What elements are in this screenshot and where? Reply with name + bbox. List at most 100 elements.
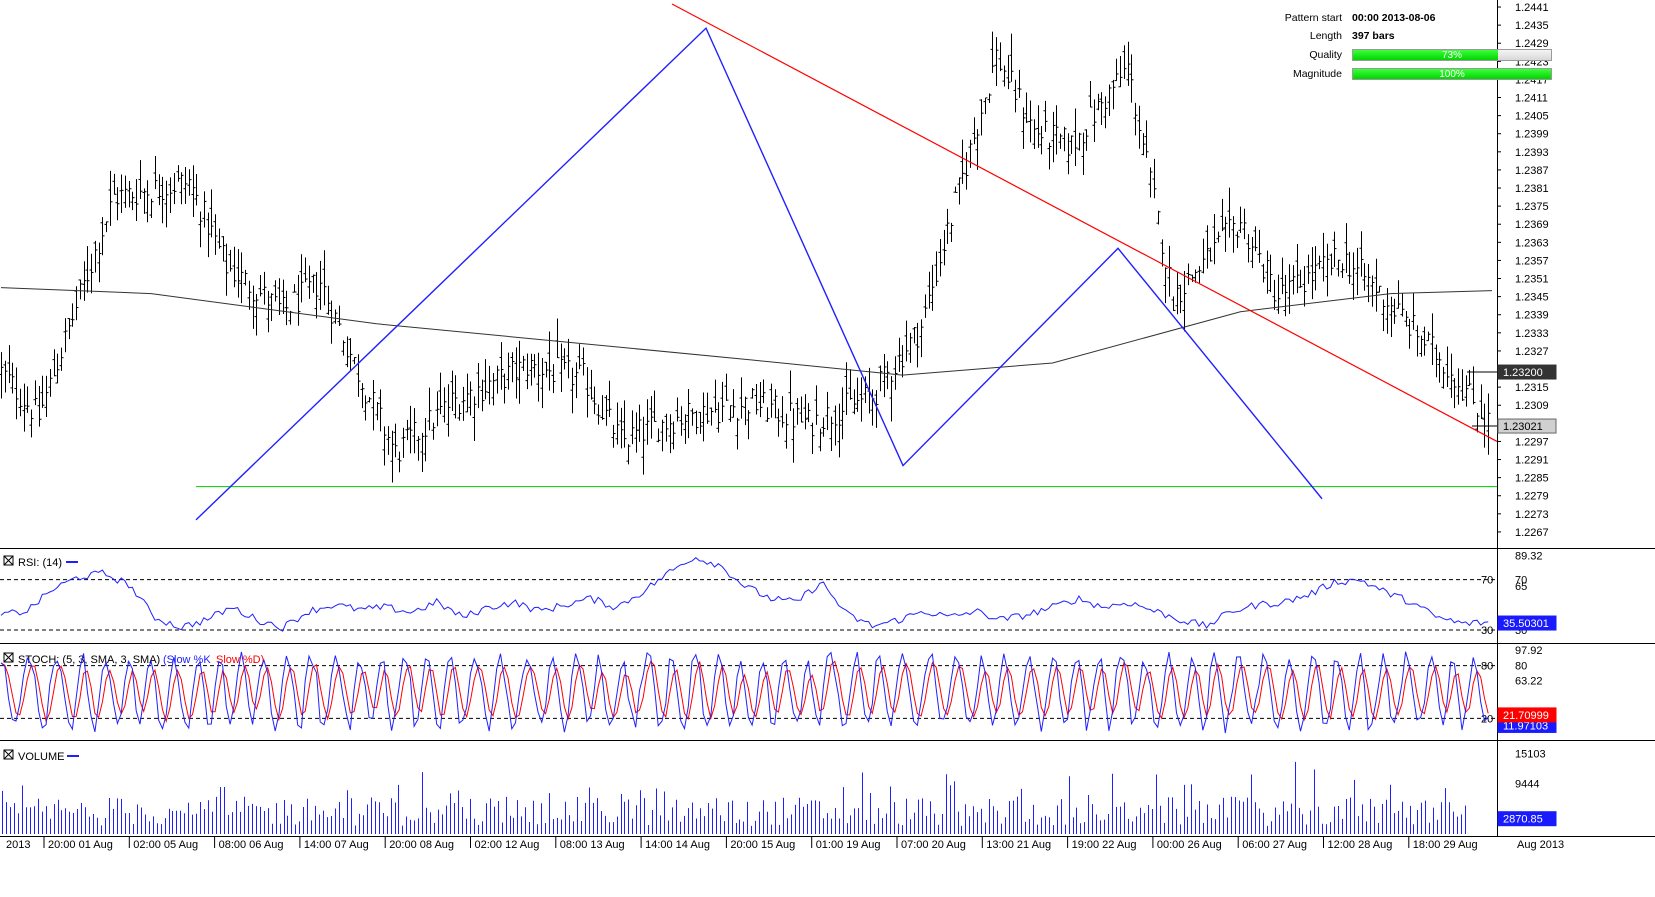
price-y-tick-label: 1.2309	[1515, 400, 1549, 412]
rsi-close-icon	[3, 555, 14, 566]
rsi-line	[0, 557, 1489, 632]
quality-bar: 73%	[1352, 49, 1552, 61]
volume-y-tick-label: 15103	[1515, 748, 1546, 760]
rsi-close-icon-x	[3, 555, 14, 566]
volume-current-label: 2870.85	[1503, 814, 1543, 826]
price-y-tick-label: 1.2393	[1515, 147, 1549, 159]
price-y-tick-label: 1.2351	[1515, 274, 1549, 286]
price-y-tick-label: 1.2327	[1515, 346, 1549, 358]
zigzag-pattern-line	[195, 26, 1323, 521]
price-y-tick-label: 1.2285	[1515, 473, 1549, 485]
quality-bar-fill	[1353, 50, 1498, 60]
rsi-current-label-box	[1497, 615, 1557, 631]
ma-value-label-box	[1497, 364, 1557, 380]
moving-average-line	[0, 287, 1493, 376]
stoch-current-label: 21.70999	[1503, 710, 1549, 722]
price-y-tick-label: 1.2387	[1515, 165, 1549, 177]
price-y-tick-label: 1.2333	[1515, 328, 1549, 340]
panel-frames	[0, 0, 1655, 837]
stoch-level-label-80: 80	[1481, 661, 1493, 673]
price-y-tick-label: 1.2405	[1515, 111, 1549, 123]
volume-panel: VOLUME 15103 9444 2870.85	[2, 748, 1557, 834]
volume-close-icon	[3, 749, 14, 760]
rsi-y-tick-label: 70	[1515, 575, 1527, 587]
length-value: 397 bars	[1352, 30, 1395, 42]
rsi-y-tick-label: 65	[1515, 581, 1527, 593]
stoch-title: STOCH: (5, 3, SMA, 3, SMA)	[18, 654, 160, 666]
x-tick-label: 14:00 07 Aug	[304, 839, 369, 851]
volume-y-tick-label: 9444	[1515, 779, 1539, 791]
stoch-current-label-box	[1497, 707, 1557, 723]
rsi-level-label-30: 30	[1481, 625, 1493, 637]
stoch-slow-d-line	[0, 660, 1489, 723]
x-tick-label: 07:00 20 Aug	[901, 839, 966, 851]
price-y-tick-label: 1.2315	[1515, 382, 1549, 394]
rsi-title: RSI: (14)	[18, 557, 62, 569]
stoch-y-tick-label: 63.22	[1515, 675, 1543, 687]
price-y-tick-label: 1.2441	[1515, 2, 1549, 14]
price-y-tick-label: 1.2381	[1515, 183, 1549, 195]
length-label: Length	[1309, 30, 1342, 42]
x-tick-label: 02:00 12 Aug	[475, 839, 540, 851]
stoch-y-tick-label: 97.92	[1515, 645, 1543, 657]
quality-value: 73%	[1441, 50, 1462, 61]
stoch-close-icon	[3, 652, 14, 663]
price-y-tick-label: 1.2297	[1515, 436, 1549, 448]
stoch-y-tick-label: 80	[1515, 661, 1527, 673]
price-y-tick-label: 1.2363	[1515, 237, 1549, 249]
x-tick-label: 12:00 28 Aug	[1328, 839, 1393, 851]
volume-current-label-box	[1497, 811, 1557, 827]
price-y-tick-label: 1.2345	[1515, 292, 1549, 304]
price-y-tick-label: 1.2429	[1515, 38, 1549, 50]
rsi-current-label: 35.50301	[1503, 618, 1549, 630]
x-tick-label: 20:00 01 Aug	[48, 839, 113, 851]
stoch-panel: STOCH: (5, 3, SMA, 3, SMA) (Slow %K Slow %…	[0, 645, 1557, 734]
x-tick-label: 20:00 08 Aug	[389, 839, 454, 851]
resistance-line	[671, 3, 1498, 442]
axis-labels: 2013 20:00 01 Aug 02:00 05 Aug 08:00 06 Aug…	[6, 836, 1564, 851]
price-y-tick-label: 1.2369	[1515, 219, 1549, 231]
x-tick-label: 01:00 19 Aug	[816, 839, 881, 851]
x-tick-label: 08:00 06 Aug	[219, 839, 284, 851]
x-tick-label: 02:00 05 Aug	[133, 839, 198, 851]
magnitude-bar: 100%	[1352, 68, 1552, 80]
price-y-tick-label: 1.2267	[1515, 527, 1549, 539]
stoch-slow-k-line	[0, 651, 1489, 734]
magnitude-value: 100%	[1439, 69, 1465, 80]
stoch-close-icon-x	[3, 652, 14, 663]
x-tick-label: 18:00 29 Aug	[1413, 839, 1478, 851]
price-y-tick-label: 1.2291	[1515, 455, 1549, 467]
volume-title: VOLUME	[18, 751, 64, 763]
price-y-tick-label: 1.2375	[1515, 201, 1549, 213]
x-tick-label: 06:00 27 Aug	[1242, 839, 1307, 851]
stoch-current-label-2: 11.97103	[1503, 720, 1548, 732]
price-y-tick-label: 1.2279	[1515, 491, 1549, 503]
price-y-tick-label: 1.2411	[1515, 93, 1548, 105]
rsi-level-label-70: 70	[1481, 575, 1493, 587]
magnitude-bar-fill	[1353, 69, 1551, 79]
ma-value-label: 1.23200	[1503, 367, 1543, 379]
x-tick-label: 2013	[6, 839, 30, 851]
price-panel: 1.24411.24351.24291.24231.24171.24111.24…	[0, 2, 1557, 539]
price-y-tick-label: 1.2435	[1515, 20, 1549, 32]
stoch-slow-k-label: (Slow %K	[163, 654, 211, 666]
x-tick-label: 20:00 15 Aug	[730, 839, 795, 851]
price-y-tick-label: 1.2273	[1515, 509, 1549, 521]
current-price-label: 1.23021	[1503, 421, 1543, 433]
x-tick-label: 08:00 13 Aug	[560, 839, 625, 851]
volume-close-icon-x	[3, 749, 14, 760]
pattern-start-value: 00:00 2013-08-06	[1352, 12, 1436, 24]
x-tick-label: 14:00 14 Aug	[645, 839, 710, 851]
price-y-tick-label: 1.2357	[1515, 255, 1549, 267]
current-price-label-box	[1497, 418, 1557, 434]
rsi-y-tick-label: 89.32	[1515, 550, 1543, 562]
price-y-tick-label: 1.2399	[1515, 129, 1549, 141]
x-axis-right-label: Aug 2013	[1517, 839, 1564, 851]
quality-label: Quality	[1309, 49, 1342, 61]
pattern-start-label: Pattern start	[1284, 12, 1342, 24]
x-tick-label: 13:00 21 Aug	[986, 839, 1051, 851]
x-tick-label: 00:00 26 Aug	[1157, 839, 1222, 851]
price-y-tick-label: 1.2339	[1515, 310, 1549, 322]
